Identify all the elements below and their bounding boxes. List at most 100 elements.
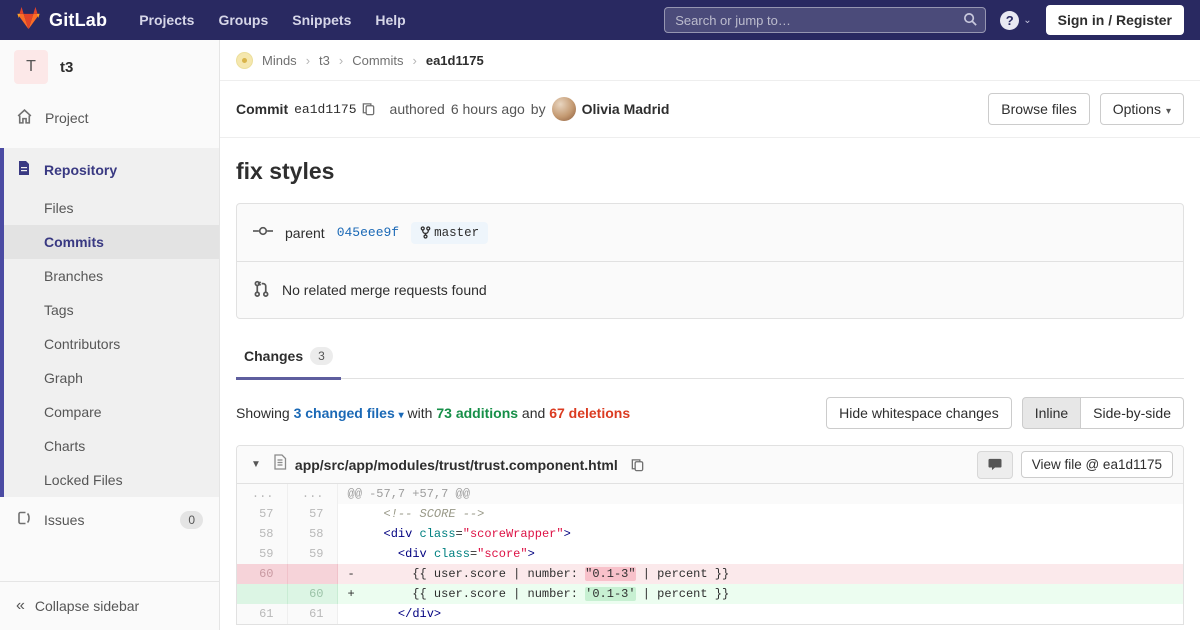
sidebar-item-contributors[interactable]: Contributors	[44, 336, 121, 352]
comment-icon	[988, 458, 1002, 471]
changed-files-dropdown[interactable]: 3 changed files ▾	[293, 405, 404, 421]
branch-icon	[420, 226, 431, 239]
caret-down-icon: ▾	[398, 410, 404, 421]
line-number-old[interactable]	[237, 584, 288, 604]
commit-info-card: parent 045eee9f master	[236, 203, 1184, 319]
browse-files-button[interactable]: Browse files	[988, 93, 1090, 125]
commit-label: Commit	[236, 101, 289, 117]
chevron-right-icon: ›	[305, 52, 311, 68]
deletions-count: 67 deletions	[549, 405, 631, 421]
breadcrumb-minds[interactable]: Minds	[262, 52, 297, 68]
project-name: t3	[60, 58, 74, 76]
parent-row: parent 045eee9f master	[237, 204, 1183, 261]
diff-row: 59 59 <div class="score">	[237, 544, 1183, 564]
line-number-new[interactable]: ...	[287, 484, 338, 504]
caret-down-icon: ▾	[1165, 106, 1171, 117]
breadcrumb-t3[interactable]: t3	[319, 52, 330, 68]
chevron-right-icon: ›	[338, 52, 344, 68]
sidebar-repository-section: Repository Files Commits Branches Tags C…	[0, 148, 219, 497]
search-input[interactable]	[664, 7, 987, 33]
line-number-old[interactable]: ...	[237, 484, 288, 504]
sidebar-item-graph[interactable]: Graph	[44, 370, 83, 386]
top-navbar: GitLab Projects Groups Snippets Help ? ⌄…	[0, 0, 1200, 40]
sidebar-item-charts[interactable]: Charts	[44, 438, 86, 454]
copy-path-button[interactable]	[626, 457, 649, 473]
file-icon	[16, 160, 32, 179]
tab-changes[interactable]: Changes 3	[236, 337, 341, 380]
sidebar-item-issues[interactable]: Issues 0	[0, 497, 219, 542]
nav-item-help[interactable]: Help	[375, 12, 406, 28]
options-dropdown-button[interactable]: Options ▾	[1099, 93, 1184, 125]
help-dropdown[interactable]: ? ⌄	[1000, 10, 1032, 30]
authored-label: authored	[389, 101, 445, 117]
home-icon	[16, 108, 33, 128]
collapse-sidebar-button[interactable]: « Collapse sidebar	[0, 581, 219, 630]
project-avatar: T	[14, 50, 48, 84]
line-number-new[interactable]	[287, 564, 338, 584]
diff-row: ...... @@ -57,7 +57,7 @@	[237, 484, 1183, 504]
commit-title: fix styles	[236, 158, 335, 184]
diff-row: 61 61 </div>	[237, 604, 1183, 624]
sidebar-item-tags[interactable]: Tags	[44, 302, 74, 318]
collapse-diff-caret-icon[interactable]: ▼	[251, 459, 261, 470]
sidebar-item-branches[interactable]: Branches	[44, 268, 104, 284]
additions-count: 73 additions	[436, 405, 519, 421]
line-number-new[interactable]: 58	[287, 524, 338, 544]
breadcrumb-commits[interactable]: Commits	[352, 52, 404, 68]
diff-file-path[interactable]: app/src/app/modules/trust/trust.componen…	[294, 456, 618, 473]
tabs-bar: Changes 3	[236, 337, 1184, 380]
side-by-side-view-button[interactable]: Side-by-side	[1081, 397, 1184, 429]
by-label: by	[530, 101, 546, 117]
commit-time: 6 hours ago	[450, 101, 525, 117]
sidebar: T t3 Project Repository Files Commits Br…	[0, 40, 220, 630]
and-label: and	[518, 405, 550, 421]
sidebar-item-compare[interactable]: Compare	[44, 404, 102, 420]
view-file-button[interactable]: View file @ ea1d1175	[1020, 451, 1173, 478]
search-icon[interactable]	[963, 12, 978, 32]
line-number-old[interactable]: 59	[237, 544, 288, 564]
author-avatar	[551, 97, 576, 121]
branch-name: master	[434, 225, 480, 240]
gitlab-tanuki-icon	[16, 6, 41, 35]
parent-sha-link[interactable]: 045eee9f	[336, 225, 400, 240]
line-number-old[interactable]: 58	[237, 524, 288, 544]
merge-request-row: No related merge requests found	[237, 261, 1183, 318]
line-number-old[interactable]: 61	[237, 604, 288, 624]
breadcrumb: Minds › t3 › Commits › ea1d1175	[220, 40, 1200, 81]
sidebar-item-repository[interactable]: Repository	[4, 148, 219, 191]
parent-label: parent	[285, 224, 325, 241]
issues-icon	[16, 510, 32, 529]
sidebar-item-label: Repository	[44, 161, 118, 178]
line-number-old[interactable]: 57	[237, 504, 288, 524]
line-number-old[interactable]: 60	[237, 564, 288, 584]
sidebar-item-files[interactable]: Files	[44, 200, 74, 216]
nav-item-projects[interactable]: Projects	[139, 12, 195, 28]
code-line: </div>	[397, 607, 442, 621]
gitlab-home-link[interactable]: GitLab	[16, 6, 107, 35]
line-number-new[interactable]: 57	[287, 504, 338, 524]
diff-row: 60 - {{ user.score | number: "0.1-3" | pe…	[237, 564, 1183, 584]
code-line: <div class="score">	[397, 547, 535, 561]
copy-sha-button[interactable]	[357, 101, 380, 117]
sign-in-register-button[interactable]: Sign in / Register	[1045, 5, 1184, 35]
breadcrumb-current-sha: ea1d1175	[425, 52, 484, 68]
inline-view-button[interactable]: Inline	[1021, 397, 1082, 429]
hide-whitespace-button[interactable]: Hide whitespace changes	[826, 397, 1012, 429]
nav-item-groups[interactable]: Groups	[218, 12, 269, 28]
line-number-new[interactable]: 59	[287, 544, 338, 564]
line-number-new[interactable]: 61	[287, 604, 338, 624]
branch-badge[interactable]: master	[411, 221, 489, 244]
main-content: Minds › t3 › Commits › ea1d1175 Commit e…	[220, 40, 1200, 630]
nav-item-snippets[interactable]: Snippets	[292, 12, 352, 28]
commit-header: Commit ea1d1175 authored 6 hours ago by …	[220, 81, 1200, 138]
sidebar-project-header[interactable]: T t3	[0, 40, 219, 96]
question-icon: ?	[1000, 10, 1020, 30]
sidebar-item-locked-files[interactable]: Locked Files	[44, 472, 123, 488]
group-avatar	[236, 51, 253, 69]
diff-row: 60 + {{ user.score | number: '0.1-3' | pe…	[237, 584, 1183, 604]
sidebar-item-commits[interactable]: Commits	[4, 225, 219, 259]
toggle-comments-button[interactable]	[976, 450, 1013, 479]
sidebar-item-project[interactable]: Project	[0, 96, 219, 140]
line-number-new[interactable]: 60	[287, 584, 338, 604]
diff-row: 57 57 <!-- SCORE -->	[237, 504, 1183, 524]
